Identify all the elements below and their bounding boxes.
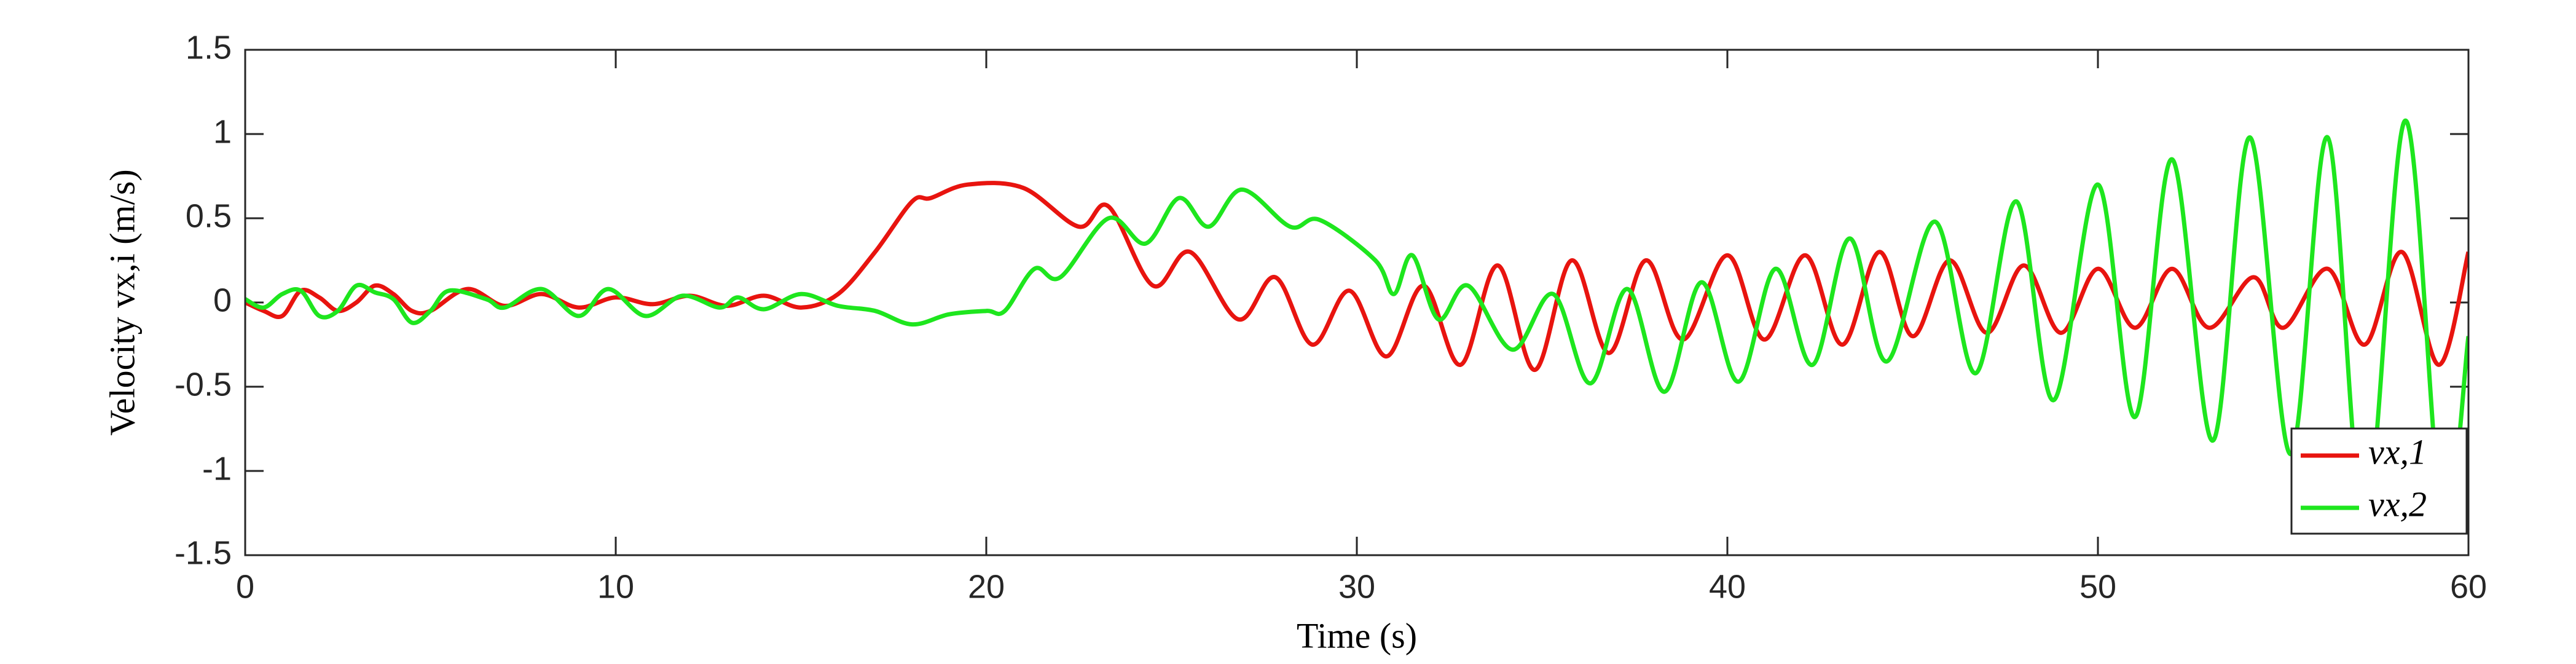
x-tick-label: 30 — [1338, 568, 1375, 605]
axes-box — [244, 49, 2470, 556]
legend-box — [2290, 427, 2468, 535]
y-axis-label: Velocity vx,i (m/s) — [102, 169, 142, 435]
legend-label: vx,1 — [2368, 432, 2427, 472]
x-tick-label: 10 — [597, 568, 634, 605]
x-tick-label: 50 — [2079, 568, 2116, 605]
x-tick-label: 20 — [968, 568, 1005, 605]
y-tick-label: 1.5 — [186, 29, 232, 66]
x-axis-label: Time (s) — [1297, 615, 1417, 655]
series-line — [245, 118, 2468, 528]
y-tick-label: 0.5 — [186, 197, 232, 234]
y-tick-label: -1 — [202, 450, 232, 487]
y-tick-label: 1 — [213, 113, 232, 150]
legend-label: vx,2 — [2368, 484, 2427, 524]
x-tick-label: 0 — [236, 568, 254, 605]
y-tick-label: -1.5 — [175, 534, 232, 571]
y-tick-label: 0 — [213, 282, 232, 318]
y-tick-label: -0.5 — [175, 366, 232, 403]
x-tick-label: 60 — [2450, 568, 2487, 605]
x-tick-label: 40 — [1709, 568, 1746, 605]
